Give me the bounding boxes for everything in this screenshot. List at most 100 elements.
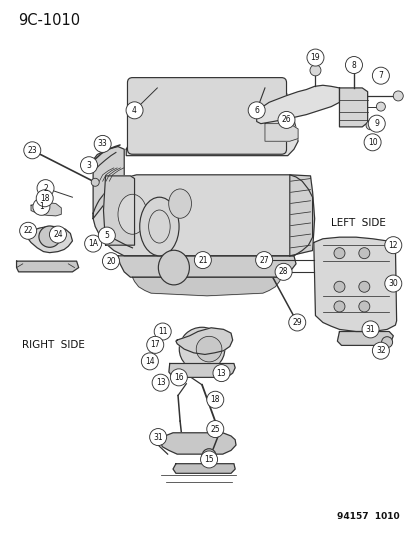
Circle shape: [37, 203, 46, 211]
Text: 31: 31: [153, 433, 163, 441]
Text: 25: 25: [210, 425, 220, 433]
Circle shape: [141, 353, 158, 370]
Circle shape: [98, 227, 115, 244]
FancyBboxPatch shape: [127, 78, 286, 154]
Circle shape: [358, 281, 369, 292]
Circle shape: [288, 314, 305, 331]
Text: 10: 10: [367, 138, 377, 147]
Circle shape: [371, 342, 389, 359]
Circle shape: [94, 135, 111, 152]
Text: 12: 12: [388, 241, 397, 249]
Circle shape: [49, 226, 66, 243]
Ellipse shape: [169, 189, 191, 219]
Text: 32: 32: [375, 346, 385, 355]
Circle shape: [384, 275, 401, 292]
Text: 94157  1010: 94157 1010: [337, 512, 399, 521]
Text: 23: 23: [27, 146, 37, 155]
Text: 1A: 1A: [88, 239, 98, 248]
Circle shape: [212, 365, 230, 382]
Circle shape: [361, 321, 378, 338]
Polygon shape: [28, 227, 72, 253]
Circle shape: [392, 91, 402, 101]
Circle shape: [80, 157, 97, 174]
Text: 14: 14: [145, 357, 154, 366]
Polygon shape: [93, 147, 124, 219]
Circle shape: [152, 374, 169, 391]
Ellipse shape: [196, 336, 221, 362]
Text: 11: 11: [158, 327, 167, 336]
Circle shape: [194, 252, 211, 269]
Text: LEFT  SIDE: LEFT SIDE: [330, 218, 385, 228]
Circle shape: [274, 263, 292, 280]
Text: 8: 8: [351, 61, 356, 69]
Ellipse shape: [140, 197, 178, 256]
Polygon shape: [289, 175, 314, 256]
Circle shape: [333, 301, 344, 312]
Polygon shape: [339, 88, 367, 127]
Text: 28: 28: [278, 268, 287, 276]
Text: 9: 9: [373, 119, 378, 128]
Circle shape: [170, 369, 187, 386]
Polygon shape: [103, 176, 134, 245]
Circle shape: [333, 248, 344, 259]
Text: 9C-1010: 9C-1010: [18, 13, 80, 28]
Text: 18: 18: [210, 395, 219, 404]
Text: 19: 19: [310, 53, 320, 62]
Circle shape: [292, 318, 301, 327]
Ellipse shape: [179, 327, 224, 371]
Circle shape: [36, 190, 53, 207]
Text: 7: 7: [377, 71, 382, 80]
Polygon shape: [31, 203, 61, 216]
Circle shape: [209, 394, 220, 405]
Ellipse shape: [39, 226, 60, 247]
Circle shape: [363, 134, 380, 151]
Text: 13: 13: [155, 378, 165, 387]
Polygon shape: [264, 124, 297, 141]
Circle shape: [145, 357, 154, 366]
Text: 15: 15: [204, 455, 214, 464]
Circle shape: [106, 256, 116, 266]
Circle shape: [277, 111, 294, 128]
Circle shape: [381, 337, 392, 348]
Circle shape: [206, 391, 223, 408]
Text: 3: 3: [86, 161, 91, 169]
Circle shape: [247, 102, 265, 119]
Polygon shape: [93, 175, 312, 256]
Circle shape: [371, 67, 389, 84]
Circle shape: [150, 341, 159, 349]
Circle shape: [27, 146, 37, 155]
Text: 17: 17: [150, 341, 160, 349]
Circle shape: [19, 222, 37, 239]
Text: 16: 16: [173, 373, 183, 382]
Circle shape: [33, 198, 50, 215]
Text: 22: 22: [24, 227, 33, 235]
Circle shape: [91, 178, 99, 187]
Text: 6: 6: [254, 106, 259, 115]
Circle shape: [126, 102, 143, 119]
Circle shape: [102, 253, 119, 270]
Text: 4: 4: [132, 106, 137, 115]
Circle shape: [344, 56, 362, 74]
Ellipse shape: [158, 250, 189, 285]
Text: 2: 2: [43, 184, 48, 192]
Text: 18: 18: [40, 194, 49, 203]
Text: 5: 5: [104, 231, 109, 240]
Circle shape: [309, 65, 320, 76]
Text: RIGHT  SIDE: RIGHT SIDE: [22, 340, 85, 350]
Circle shape: [197, 255, 207, 265]
Text: 31: 31: [365, 325, 375, 334]
Circle shape: [149, 429, 166, 446]
Circle shape: [84, 235, 102, 252]
Polygon shape: [132, 277, 281, 296]
Circle shape: [200, 451, 217, 468]
Circle shape: [206, 421, 223, 438]
Circle shape: [259, 256, 268, 264]
Ellipse shape: [118, 195, 147, 235]
Polygon shape: [169, 364, 235, 377]
Circle shape: [154, 323, 171, 340]
Polygon shape: [159, 433, 235, 454]
Polygon shape: [118, 256, 295, 277]
Text: 26: 26: [281, 116, 291, 124]
Circle shape: [333, 281, 344, 292]
Circle shape: [173, 373, 183, 382]
